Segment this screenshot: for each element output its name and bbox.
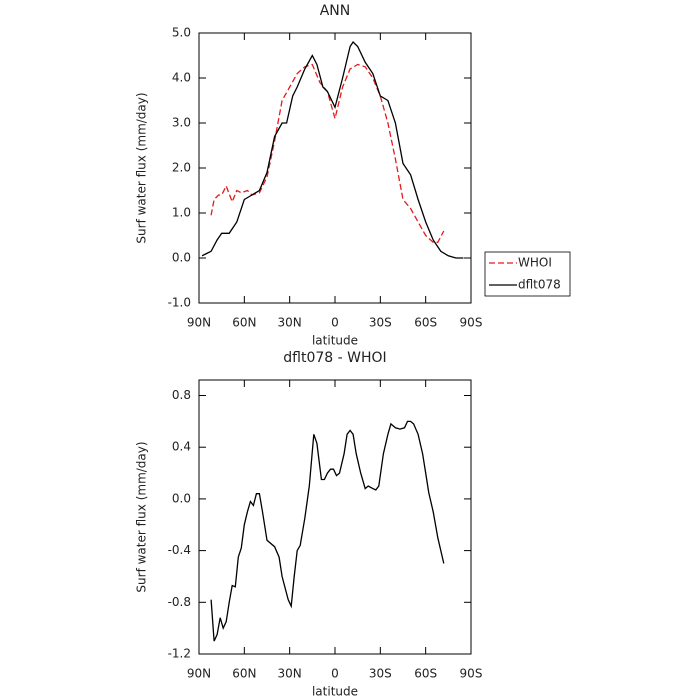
y-tick-label: -1.0 [168,296,191,310]
x-tick-label: 90N [187,316,211,330]
y-tick-label: 0.4 [172,440,191,454]
y-tick-label: 4.0 [172,71,191,85]
x-axis-label: latitude [312,334,358,348]
x-tick-label: 0 [331,667,339,681]
plot-frame [198,32,472,304]
legend-label: dflt078 [518,278,561,292]
x-tick-label: 60S [414,316,437,330]
y-tick-label: 2.0 [172,161,191,175]
y-tick-label: -0.4 [168,543,191,557]
x-tick-label: 90S [460,316,483,330]
y-axis-label: Surf water flux (mm/day) [135,92,149,243]
series-line [201,40,464,259]
chart-title: dflt078 - WHOI [283,350,386,366]
x-tick-label: 30S [369,316,392,330]
x-axis-label: latitude [312,685,358,699]
y-tick-label: -1.2 [168,647,191,661]
y-tick-label: 0.0 [172,491,191,505]
x-tick-label: 30S [369,667,392,681]
series-line [210,63,445,243]
y-tick-label: 3.0 [172,116,191,130]
series-line [210,420,445,642]
y-tick-label: -0.8 [168,595,191,609]
x-tick-label: 60N [232,316,256,330]
y-tick-label: 5.0 [172,26,191,40]
x-tick-label: 0 [331,316,339,330]
y-axis-label: Surf water flux (mm/day) [135,441,149,592]
plot-frame [198,379,472,655]
y-tick-label: 1.0 [172,206,191,220]
x-tick-label: 30N [278,667,302,681]
x-tick-label: 60N [232,667,256,681]
x-tick-label: 60S [414,667,437,681]
y-tick-label: 0.8 [172,388,191,402]
chart-title: ANN [320,3,351,19]
x-tick-label: 30N [278,316,302,330]
x-tick-label: 90N [187,667,211,681]
x-tick-label: 90S [460,667,483,681]
y-tick-label: 0.0 [172,251,191,265]
legend-box [484,251,571,297]
legend-label: WHOI [518,256,552,270]
